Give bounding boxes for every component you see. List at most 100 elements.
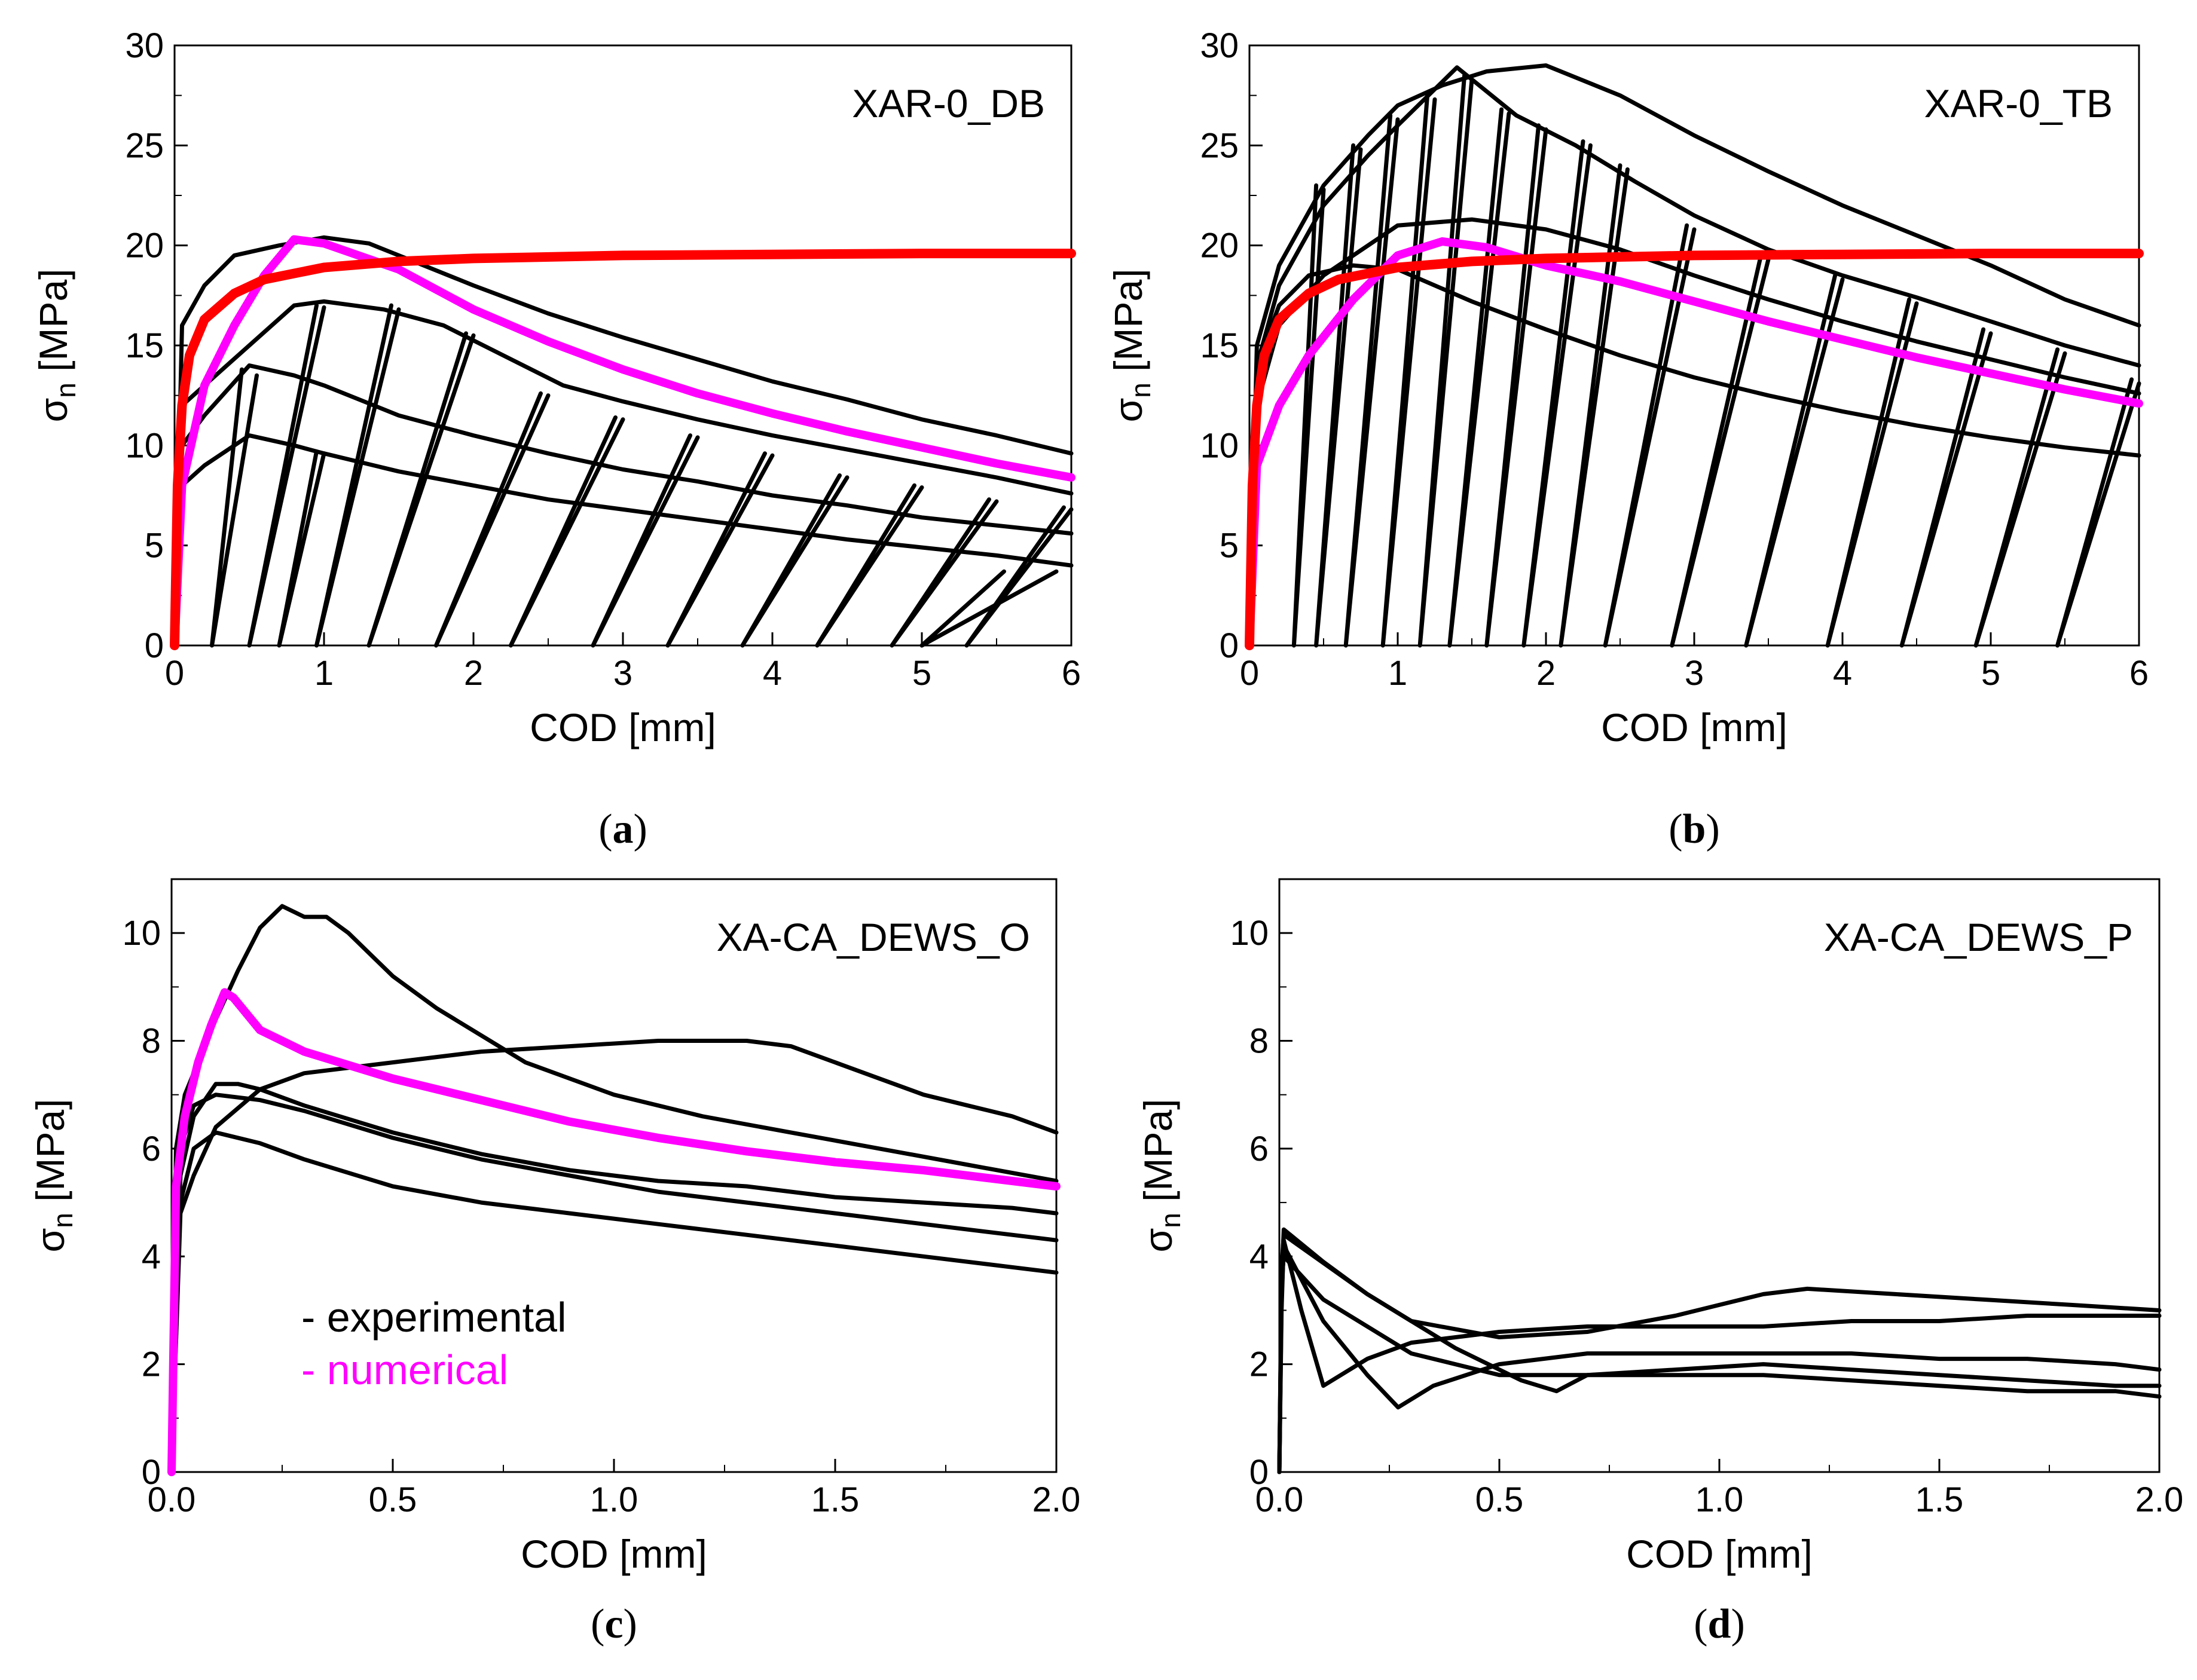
y-tick-label-d-2: 4 [1249, 1237, 1269, 1276]
y-axis-title-symbol-c: σ [28, 1228, 72, 1253]
y-axis-title-subscript-b: n [1125, 382, 1156, 398]
series-b-exp-1 [1247, 63, 2141, 648]
series-a-unload-2 [247, 303, 326, 648]
series-a-unload-8 [665, 451, 775, 648]
series-d-exp-2 [1277, 1238, 2162, 1474]
caption-close-c: ) [624, 1601, 637, 1647]
y-tick-label-c-5: 10 [122, 914, 161, 953]
series-b-unload-12 [1744, 273, 1845, 648]
panel-caption-c: (c) [591, 1601, 637, 1647]
x-tick-label-d-0: 0.0 [1255, 1480, 1304, 1519]
series-a-model [170, 249, 1076, 650]
caption-open-d: ( [1694, 1601, 1707, 1647]
caption-close-b: ) [1706, 806, 1719, 852]
y-axis-title-a: σn [MPa] [31, 268, 81, 422]
y-tick-label-a-2: 10 [125, 426, 164, 465]
series-b-numerical [1245, 237, 2143, 650]
series-d-exp-1 [1277, 1227, 2162, 1474]
y-tick-label-a-3: 15 [125, 326, 164, 365]
x-axis-title-a: COD [mm] [530, 705, 716, 749]
y-tick-label-a-4: 20 [125, 227, 164, 265]
series-a-exp-3 [172, 363, 1074, 648]
y-tick-label-d-3: 6 [1249, 1130, 1269, 1168]
x-tick-label-a-5: 5 [912, 654, 931, 693]
legend-experimental: - experimental [301, 1294, 567, 1341]
y-axis-title-d: σn [MPa] [1136, 1098, 1186, 1252]
series-a-unload-14 [277, 449, 326, 648]
x-axis-title-d: COD [mm] [1626, 1532, 1813, 1576]
x-tick-label-a-3: 3 [613, 654, 632, 693]
plot-frame-d [1278, 878, 2161, 1473]
series-a-unload-1 [210, 367, 259, 648]
caption-close-a: ) [634, 806, 647, 852]
y-axis-title-b: σn [MPa] [1106, 268, 1156, 422]
y-axis-title-unit-d: [MPa] [1136, 1098, 1180, 1213]
y-tick-label-c-3: 6 [142, 1130, 161, 1168]
caption-letter-d: d [1708, 1601, 1731, 1647]
y-tick-label-c-1: 2 [142, 1345, 161, 1384]
series-b-exp-4 [1247, 263, 2141, 648]
y-tick-label-d-0: 0 [1249, 1453, 1269, 1492]
panel-title-d: XA-CA_DEWS_P [1824, 915, 2133, 959]
x-tick-label-b-3: 3 [1685, 654, 1704, 693]
series-a-unload-11 [890, 497, 999, 648]
series-a-unload-3 [314, 303, 401, 648]
panel-title-b: XAR-0_TB [1924, 81, 2113, 126]
series-a-exp-2 [172, 299, 1074, 648]
series-d-exp-3 [1277, 1243, 2162, 1474]
series-b-model [1245, 249, 2144, 650]
series-a-unload-9 [740, 473, 850, 648]
series-b-unload-8 [1521, 139, 1593, 648]
y-axis-title-c: σn [MPa] [28, 1098, 78, 1252]
y-tick-label-d-5: 10 [1230, 914, 1269, 953]
legend-panel-c: - experimental - numerical [301, 1291, 567, 1396]
y-axis-title-symbol-a: σ [31, 398, 75, 423]
series-b-unload-13 [1825, 297, 1919, 648]
caption-open-c: ( [591, 1601, 604, 1647]
caption-open-a: ( [598, 806, 612, 852]
y-axis-title-unit-a: [MPa] [31, 268, 75, 382]
y-tick-label-d-1: 2 [1249, 1345, 1269, 1384]
x-tick-label-b-5: 5 [1981, 654, 2000, 693]
x-tick-label-d-4: 2.0 [2135, 1480, 2184, 1519]
x-tick-label-c-3: 1.5 [811, 1480, 860, 1519]
x-tick-label-b-2: 2 [1536, 654, 1556, 693]
series-b-unload-3 [1343, 113, 1400, 648]
y-tick-label-b-0: 0 [1220, 626, 1239, 665]
x-tick-label-b-1: 1 [1388, 654, 1407, 693]
y-axis-title-symbol-b: σ [1106, 398, 1150, 423]
series-b-unload-10 [1603, 223, 1697, 648]
y-axis-title-subscript-a: n [50, 382, 81, 398]
series-b-unload-1 [1291, 183, 1326, 648]
series-a-unload-5 [434, 391, 551, 648]
y-tick-label-b-6: 30 [1200, 26, 1239, 65]
y-tick-label-b-1: 5 [1220, 527, 1239, 565]
series-a-exp-1 [172, 235, 1074, 648]
y-axis-title-unit-b: [MPa] [1106, 268, 1150, 382]
y-tick-label-b-4: 20 [1200, 227, 1239, 265]
x-tick-label-d-2: 1.0 [1695, 1480, 1744, 1519]
y-tick-label-a-5: 25 [125, 126, 164, 165]
x-tick-label-a-2: 2 [464, 654, 483, 693]
y-axis-title-symbol-d: σ [1136, 1228, 1180, 1253]
panel-caption-b: (b) [1669, 806, 1720, 852]
x-tick-label-b-6: 6 [2129, 654, 2149, 693]
x-tick-label-a-0: 0 [165, 654, 184, 693]
x-axis-title-c: COD [mm] [521, 1532, 707, 1576]
series-b-unload-15 [1973, 347, 2067, 648]
series-c-exp-4 [169, 1130, 1059, 1474]
x-axis-title-b: COD [mm] [1601, 705, 1787, 749]
series-a-numerical [170, 235, 1075, 650]
caption-letter-c: c [604, 1601, 623, 1647]
series-c-exp-3 [169, 1082, 1059, 1474]
y-tick-label-b-2: 10 [1200, 426, 1239, 465]
legend-numerical: - numerical [301, 1347, 509, 1393]
y-tick-label-a-1: 5 [145, 527, 164, 565]
series-b-unload-14 [1899, 327, 1993, 648]
series-c-numerical [167, 988, 1061, 1476]
series-b-unload-11 [1670, 253, 1771, 648]
caption-open-b: ( [1669, 806, 1682, 852]
panel-title-a: XAR-0_DB [852, 81, 1045, 126]
caption-letter-b: b [1683, 806, 1706, 852]
